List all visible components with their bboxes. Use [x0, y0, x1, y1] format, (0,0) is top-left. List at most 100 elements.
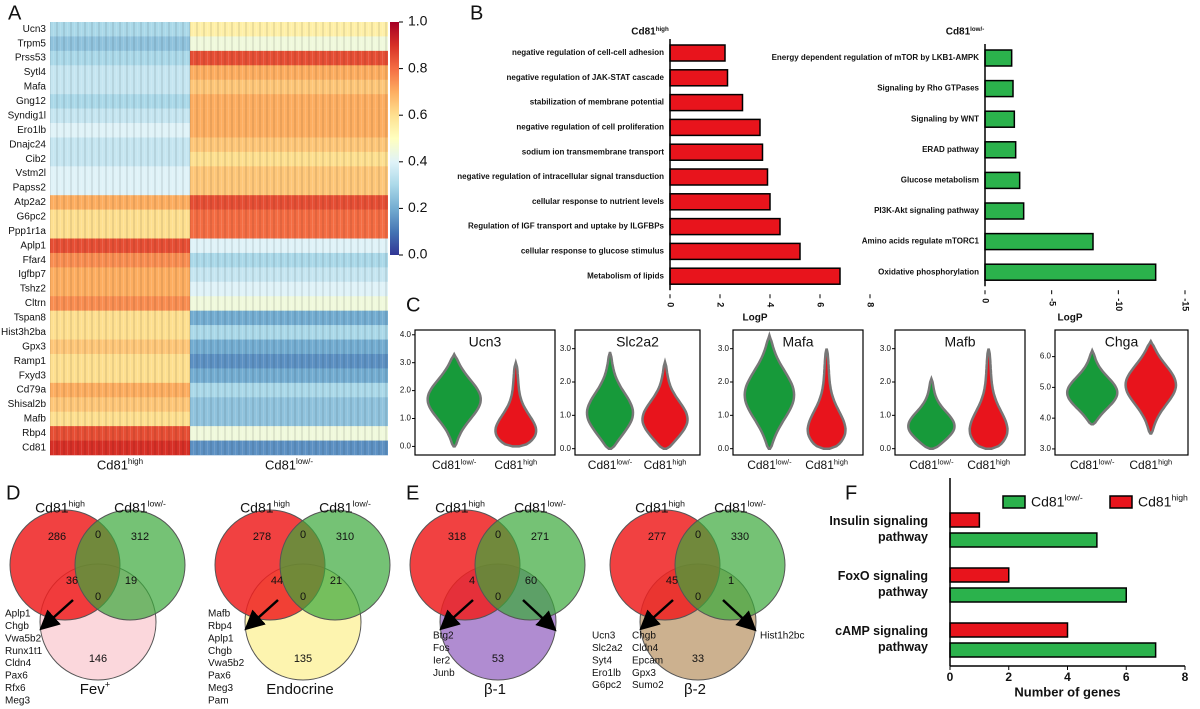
venn-count: 330 — [731, 531, 749, 543]
gene-label: Tspan8 — [14, 313, 47, 324]
colorbar-tick-label: 0.2 — [408, 199, 428, 215]
venn-count: 1 — [728, 575, 734, 587]
gene-item: Rfx6 — [5, 683, 26, 694]
gene-label: Prss53 — [15, 53, 47, 64]
violin-frame — [894, 329, 1026, 456]
x-tick-label: -10 — [1114, 298, 1124, 311]
gene-item: Mafb — [208, 609, 231, 620]
colorbar-tick-label: 0.6 — [408, 106, 428, 122]
group-label: Cd81high — [97, 457, 143, 472]
venn-count: 278 — [253, 531, 271, 543]
y-tick-label: 0.0 — [718, 444, 730, 453]
group-label: Cd81high — [1129, 457, 1172, 472]
bar — [669, 193, 771, 211]
arrow — [39, 599, 74, 631]
x-tick-label: 6 — [1123, 670, 1130, 684]
y-tick-label: 2.0 — [718, 377, 730, 386]
gene-item: Cldn4 — [632, 643, 659, 654]
term-label: Glucose metabolism — [901, 176, 979, 185]
term-label: negative regulation of JAK-STAT cascade — [506, 73, 664, 82]
violin — [907, 374, 956, 450]
bar — [949, 567, 1010, 583]
y-tick-label: 2.0 — [880, 377, 892, 386]
gene-label: Trpm5 — [17, 38, 46, 49]
y-tick-label: 0.0 — [400, 442, 412, 451]
venn-count: 0 — [495, 529, 501, 541]
gene-item: Junb — [433, 668, 455, 679]
bar — [949, 642, 1157, 658]
term-label: PI3K-Akt signaling pathway — [874, 206, 979, 215]
bar — [669, 118, 761, 137]
group-label: Cd81low/- — [432, 457, 477, 472]
x-tick-label: 6 — [816, 302, 826, 307]
bar — [984, 110, 1016, 128]
y-tick-label: 3.0 — [560, 344, 572, 353]
panel-label: A — [8, 2, 22, 24]
gene-item: Slc2a2 — [592, 643, 623, 654]
gene-label: Gng12 — [16, 96, 46, 107]
arrow — [722, 599, 757, 632]
venn-count: 0 — [495, 591, 501, 603]
gene-item: Vwa5b2 — [5, 633, 42, 644]
y-tick-label: 0.0 — [880, 444, 892, 453]
violin-frame — [574, 329, 701, 456]
venn-count: 0 — [695, 591, 701, 603]
group-label: Cd81high — [805, 457, 848, 472]
gene-item: Ucn3 — [592, 631, 616, 642]
arrow — [244, 599, 279, 631]
term-label: Amino acids regulate mTORC1 — [862, 237, 980, 246]
y-tick-label: 6.0 — [1040, 352, 1052, 361]
gene-label: Mafb — [24, 414, 47, 425]
chart-title: Cd81low/- — [946, 26, 985, 38]
bar — [984, 232, 1094, 251]
violin-title: Mafa — [782, 334, 813, 350]
chart-title: Cd81high — [631, 26, 669, 38]
gene-label: Cd79a — [17, 385, 47, 396]
bar — [984, 141, 1017, 159]
venn-count: 0 — [300, 591, 306, 603]
bar — [949, 622, 1069, 638]
gene-item: Fos — [433, 643, 450, 654]
venn-count: 135 — [294, 653, 312, 665]
venn-title: Cd81low/- — [514, 499, 566, 516]
term-label: Metabolism of lipids — [587, 271, 664, 280]
bar — [669, 93, 744, 112]
x-tick-label: -15 — [1181, 298, 1191, 311]
bar — [669, 69, 729, 87]
gene-label: Cltrn — [25, 298, 46, 309]
gene-label: Ppp1r1a — [8, 226, 46, 237]
gene-item: Rbp4 — [208, 621, 232, 632]
venn-count: 44 — [271, 575, 283, 587]
gene-item: Chgb — [208, 646, 232, 657]
violin-title: Slc2a2 — [616, 334, 659, 350]
term-label: negative regulation of intracellular sig… — [457, 172, 664, 181]
heat-texture — [50, 22, 388, 455]
gene-item: Meg3 — [5, 695, 30, 706]
venn-label: β-1 — [484, 681, 506, 698]
gene-label: Fxyd3 — [19, 370, 47, 381]
gene-label: Cd81 — [22, 442, 46, 453]
y-tick-label: 0.0 — [560, 444, 572, 453]
gene-label: Ramp1 — [14, 356, 47, 367]
legend-label: Cd81high — [1138, 493, 1188, 510]
group-label: Cd81low/- — [747, 457, 792, 472]
venn-count: 53 — [492, 653, 504, 665]
group-label: Cd81high — [967, 457, 1010, 472]
gene-label: Ucn3 — [23, 24, 47, 35]
colorbar-tick-label: 0.0 — [408, 246, 428, 262]
term-label: Oxidative phosphorylation — [878, 267, 979, 276]
bar — [669, 242, 801, 261]
colorbar-tick-label: 0.4 — [408, 153, 428, 169]
term-label: ERAD pathway — [922, 145, 979, 154]
bar — [984, 263, 1157, 281]
bar — [949, 532, 1098, 548]
x-axis-label: LogP — [1058, 313, 1083, 324]
x-tick-label: 8 — [866, 302, 876, 307]
venn-count: 19 — [125, 575, 137, 587]
term-label: Signaling by Rho GTPases — [877, 84, 979, 93]
legend-swatch — [1109, 495, 1133, 509]
venn-count: 286 — [48, 531, 66, 543]
panel-label: B — [470, 2, 483, 24]
bar — [984, 49, 1013, 67]
